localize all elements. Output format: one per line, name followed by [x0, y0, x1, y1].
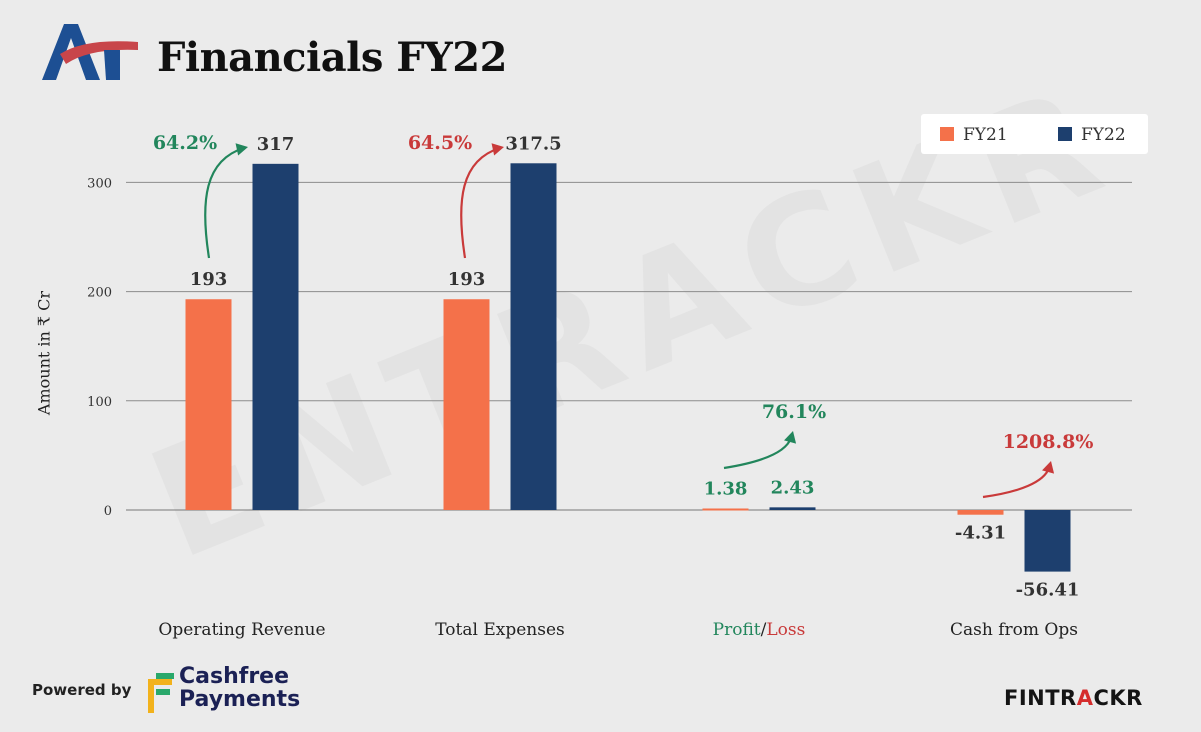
data-label: 317.5 — [505, 133, 561, 154]
cashfree-logo-icon — [148, 673, 174, 713]
legend-label: FY22 — [1081, 125, 1126, 145]
change-arrowhead — [1042, 461, 1055, 474]
legend: FY21 FY22 — [921, 114, 1148, 154]
change-arrow — [204, 146, 245, 259]
x-tick-label: Profit/Loss — [713, 620, 806, 640]
change-arrowhead — [784, 431, 797, 444]
change-label: 1208.8% — [1003, 431, 1094, 453]
data-label: 317 — [257, 134, 295, 155]
legend-item-fy21: FY21 — [940, 125, 1008, 145]
sponsor-name: Cashfree Payments — [179, 665, 300, 711]
change-label: 76.1% — [762, 401, 826, 423]
y-tick-label: 100 — [87, 395, 112, 410]
brand-suffix: CKR — [1093, 686, 1143, 710]
data-label: 1.38 — [704, 478, 748, 499]
bar-cash-from-ops-fy21 — [957, 510, 1004, 515]
change-arrowhead — [491, 143, 504, 156]
bar-total-expenses-fy21 — [443, 299, 490, 510]
y-tick-label: 0 — [104, 504, 112, 519]
brand-accent: A — [1076, 686, 1094, 710]
sponsor-line-1: Cashfree — [179, 664, 290, 689]
change-arrow — [460, 146, 501, 259]
powered-by-text: Powered by — [32, 681, 132, 699]
x-tick-label: Operating Revenue — [158, 620, 325, 640]
change-label: 64.5% — [408, 132, 472, 154]
legend-swatch-fy21 — [940, 127, 954, 141]
change-arrowhead — [235, 143, 248, 156]
brand-prefix: FINTR — [1004, 686, 1077, 710]
data-label: -56.41 — [1016, 580, 1080, 601]
x-tick-label: Cash from Ops — [950, 620, 1078, 640]
y-tick-label: 300 — [87, 176, 112, 191]
legend-label: FY21 — [963, 125, 1008, 145]
data-label: 2.43 — [771, 477, 815, 498]
y-axis-label: Amount in ₹ Cr — [34, 290, 54, 416]
bar-total-expenses-fy22 — [510, 163, 557, 511]
data-label: 193 — [190, 269, 228, 290]
change-arrow — [982, 467, 1051, 499]
at-logo-icon — [42, 24, 138, 80]
data-label: 193 — [448, 269, 486, 290]
y-tick-label: 200 — [87, 286, 112, 301]
bar-profit-loss-fy22 — [769, 507, 816, 510]
legend-swatch-fy22 — [1058, 127, 1072, 141]
change-arrow — [723, 437, 793, 470]
bar-cash-from-ops-fy22 — [1024, 510, 1071, 572]
change-label: 64.2% — [153, 132, 217, 154]
bar-operating-revenue-fy22 — [252, 163, 299, 510]
bar-profit-loss-fy21 — [702, 508, 749, 511]
sponsor-line-2: Payments — [179, 687, 301, 712]
data-label: -4.31 — [955, 523, 1006, 544]
page-title: Financials FY22 — [157, 34, 507, 81]
legend-item-fy22: FY22 — [1058, 125, 1126, 145]
bar-operating-revenue-fy21 — [185, 299, 232, 510]
x-tick-label: Total Expenses — [435, 620, 564, 640]
fintrackr-logo: FINTRACKR — [1004, 686, 1143, 710]
